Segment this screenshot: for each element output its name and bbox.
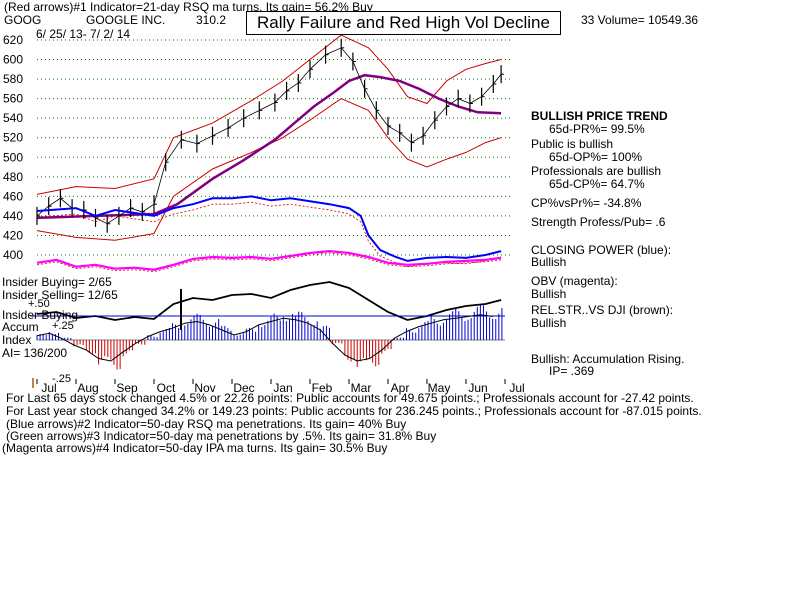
month-label: Dec — [233, 381, 254, 395]
strength-ratio: Strength Profess/Pub= .6 — [531, 215, 666, 229]
month-label: Jul — [41, 381, 56, 395]
y-tick-label: 480 — [3, 170, 23, 184]
y-tick-label: 600 — [3, 53, 23, 67]
scale-plus-25: +.25 — [52, 320, 74, 332]
y-tick-label: 540 — [3, 111, 23, 125]
public-op: 65d-OP%= 100% — [549, 150, 643, 164]
chart-title: Rally Failure and Red High Vol Decline — [246, 11, 561, 35]
obv-line — [36, 249, 502, 271]
cpvspr: CP%vsPr%= -34.8% — [531, 196, 642, 210]
scale-minus-25: -.25 — [52, 373, 71, 385]
month-label: Apr — [391, 381, 410, 395]
y-tick-label: 440 — [3, 209, 23, 223]
scale-plus-50: +.50 — [28, 298, 50, 310]
month-label: Jul — [509, 381, 524, 395]
insider-buying-label: Insider Buying — [2, 308, 79, 322]
relstr-title: REL.STR..VS DJI (brown): — [531, 303, 674, 317]
month-label: Oct — [157, 381, 176, 395]
y-tick-label: 620 — [3, 33, 23, 47]
volume-label: 33 Volume= 10549.36 — [581, 13, 699, 27]
ai-label: AI= 136/200 — [2, 346, 68, 360]
header-indicator-1: (Red arrows)#1 Indicator=21-day RSQ ma t… — [4, 0, 373, 14]
month-label: May — [428, 381, 451, 395]
price-line — [36, 47, 502, 225]
pros-title: Professionals are bullish — [531, 164, 662, 178]
y-tick-label: 560 — [3, 92, 23, 106]
company-label: GOOGLE INC. — [86, 13, 166, 27]
month-label: Mar — [351, 381, 372, 395]
y-tick-label: 400 — [3, 248, 23, 262]
y-tick-label: 460 — [3, 189, 23, 203]
month-label: Jun — [468, 381, 487, 395]
month-label: Feb — [312, 381, 333, 395]
obv-status: Bullish — [531, 287, 567, 301]
index-label: Index — [2, 333, 32, 347]
accum-title: Bullish: Accumulation Rising. — [531, 352, 685, 366]
y-tick-label: 580 — [3, 72, 23, 86]
obv-title: OBV (magenta): — [531, 274, 618, 288]
y-tick-label: 420 — [3, 228, 23, 242]
pros-cp: 65d-CP%= 64.7% — [549, 177, 645, 191]
y-tick-label: 500 — [3, 150, 23, 164]
month-label: Jan — [273, 381, 292, 395]
accum-ip: IP= .369 — [549, 364, 595, 378]
footer-indicator-3: (Green arrows)#3 Indicator=50-day ma pen… — [6, 429, 437, 443]
y-tick-label: 520 — [3, 131, 23, 145]
insider-buying-count: Insider Buying= 2/65 — [2, 275, 112, 289]
ticker-label: GOOG — [4, 13, 42, 27]
month-label: Sep — [116, 381, 138, 395]
price-label: 310.2 — [196, 13, 227, 27]
trend-pr: 65d-PR%= 99.5% — [549, 122, 645, 136]
insider-selling-count: Insider Selling= 12/65 — [2, 288, 118, 302]
footer-year-change: For Last year stock changed 34.2% or 149… — [6, 404, 702, 418]
closing-power-status: Bullish — [531, 255, 567, 269]
obv-ma-line — [36, 252, 502, 273]
public-title: Public is bullish — [531, 137, 614, 151]
footer-65day-change: For Last 65 days stock changed 4.5% or 2… — [6, 391, 694, 405]
trend-title: BULLISH PRICE TREND — [531, 109, 668, 123]
month-label: Nov — [194, 381, 215, 395]
closing-power-title: CLOSING POWER (blue): — [531, 243, 672, 257]
date-range-label: 6/ 25/ 13- 7/ 2/ 14 — [36, 27, 131, 41]
relstr-status: Bullish — [531, 316, 567, 330]
month-label: Aug — [77, 381, 98, 395]
accum-label: Accum — [2, 320, 39, 334]
lower-band-line — [36, 98, 502, 241]
closing-power-line — [36, 195, 502, 262]
accum-ma-line — [36, 314, 493, 362]
ma50-line — [36, 73, 502, 220]
footer-indicator-4: (Magenta arrows)#4 Indicator=50-day IPA … — [2, 441, 388, 455]
upper-band-line — [36, 34, 502, 195]
footer-indicator-2: (Blue arrows)#2 Indicator=50-day RSQ ma … — [6, 417, 407, 431]
